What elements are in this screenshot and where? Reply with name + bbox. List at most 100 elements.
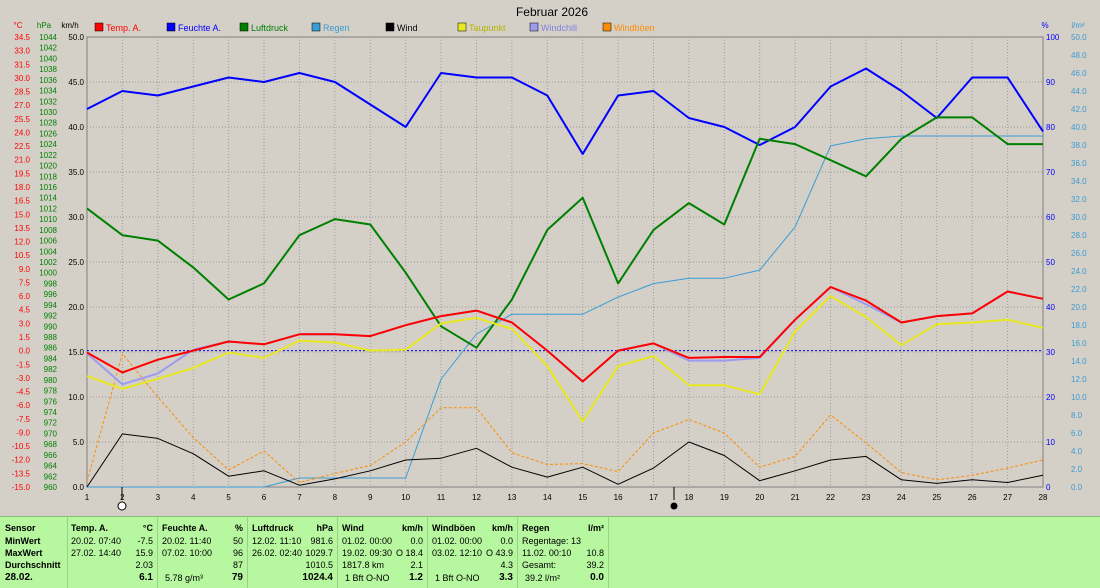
legend-label: Feuchte A. [178,23,221,33]
humidity-tick-label: 60 [1046,213,1055,222]
rain-tick-label: 18.0 [1071,321,1087,330]
x-tick-label: 22 [826,493,835,502]
humidity-tick-label: 80 [1046,123,1055,132]
legend-label: Windböen [614,23,655,33]
row-label-day: 28.02. [5,572,33,583]
rain-tick-label: 46.0 [1071,69,1087,78]
x-tick-label: 10 [401,493,410,502]
gust-max-value: O 43.9 [485,548,513,558]
temp-min-value: -7.5 [137,536,153,546]
temp-tick-label: 19.5 [14,169,30,178]
pressure-tick-label: 996 [44,290,58,299]
x-tick-label: 25 [932,493,941,502]
wind-max-time: 19.02. 09:30 [342,548,393,558]
humidity-stats-unit: % [234,523,243,533]
temp-tick-label: 10.5 [14,251,30,260]
humidity-unit: % [1041,21,1048,30]
temp-tick-label: -1.5 [16,360,30,369]
pressure-tick-label: 984 [44,354,58,363]
wind-stats-unit: km/h [401,523,423,533]
rain-tick-label: 42.0 [1071,105,1087,114]
wind-tick-label: 45.0 [68,78,84,87]
x-tick-label: 11 [437,493,446,502]
series-line-wind [86,433,1044,488]
humidity-day-value: 79 [231,572,243,583]
humidity-tick-label: 0 [1046,483,1051,492]
moon-markers [117,487,678,511]
pressure-tick-label: 1024 [39,140,57,149]
humidity-tick-label: 70 [1046,168,1055,177]
stats-wind-column: Wind km/h 01.02. 00:00 0.0 19.02. 09:30 O 1… [337,517,428,588]
legend-swatch [602,22,612,32]
x-tick-label: 5 [226,493,231,502]
wind-tick-label: 0.0 [73,483,85,492]
pressure-tick-label: 968 [44,440,58,449]
wind-day-bft: 1 Bft O-NO [345,573,390,583]
pressure-tick-label: 992 [44,312,58,321]
pressure-stats-header: Luftdruck [252,523,294,533]
humidity-tick-label: 90 [1046,78,1055,87]
gust-min-time: 01.02. 00:00 [432,536,483,546]
x-tick-label: 19 [720,493,729,502]
rain-tick-label: 38.0 [1071,141,1087,150]
x-tick-label: 17 [649,493,658,502]
wind-tick-label: 10.0 [68,393,84,402]
humidity-min-value: 50 [232,536,243,546]
temp-tick-label: -15.0 [12,483,31,492]
x-tick-label: 12 [472,493,481,502]
x-tick-label: 3 [156,493,161,502]
x-tick-label: 28 [1039,493,1048,502]
rain-unit: l/m² [1071,21,1085,30]
legend: Temp. A. Feuchte A. Luftdruck Regen Wind Taup… [94,22,655,33]
series-lines [86,67,1044,488]
temp-max-time: 27.02. 14:40 [71,548,122,558]
pressure-tick-label: 964 [44,462,58,471]
legend-label: Wind [397,23,418,33]
temp-tick-label: 16.5 [14,197,30,206]
rain-tick-label: 34.0 [1071,177,1087,186]
pressure-max-time: 26.02. 02:40 [252,548,303,558]
temp-tick-label: -7.5 [16,415,30,424]
wind-unit: km/h [61,21,78,30]
x-tick-label: 8 [333,493,338,502]
wind-max-value: O 18.4 [395,548,423,558]
pressure-tick-label: 1026 [39,129,57,138]
pressure-tick-label: 986 [44,344,58,353]
rain-tick-label: 30.0 [1071,213,1087,222]
temp-tick-label: 34.5 [14,33,30,42]
x-tick-label: 4 [191,493,196,502]
temp-tick-label: 22.5 [14,142,30,151]
rain-tick-label: 8.0 [1071,411,1083,420]
pressure-tick-label: 988 [44,333,58,342]
pressure-tick-label: 1000 [39,269,57,278]
temp-tick-label: -4.5 [16,388,30,397]
pressure-tick-label: 1002 [39,258,57,267]
pressure-tick-label: 1008 [39,226,57,235]
humidity-tick-label: 40 [1046,303,1055,312]
wind-min-value: 0.0 [410,536,423,546]
pressure-tick-label: 1038 [39,65,57,74]
x-tick-label: 18 [684,493,693,502]
pressure-tick-label: 966 [44,451,58,460]
series-line-feuchte-a [86,67,1044,155]
temp-avg-value: 2.03 [135,560,153,570]
legend-label: Luftdruck [251,23,289,33]
pressure-tick-label: 1006 [39,237,57,246]
temp-min-time: 20.02. 07:40 [71,536,122,546]
temp-stats-header: Temp. A. [71,523,109,533]
temp-tick-label: 15.0 [14,210,30,219]
temp-tick-label: 6.0 [19,292,31,301]
full-moon-icon [117,501,127,511]
pressure-tick-label: 1042 [39,44,57,53]
pressure-tick-label: 960 [44,483,58,492]
stats-humidity-column: Feuchte A.% 20.02. 11:40 50 07.02. 10:00 9… [157,517,248,588]
temp-max-value: 15.9 [135,548,153,558]
row-label-max: MaxWert [5,548,43,558]
rain-tick-label: 50.0 [1071,33,1087,42]
stats-pressure-column: Luftdruck hPa 12.02. 11:10 981.6 26.02. 02… [247,517,338,588]
pressure-tick-label: 998 [44,279,58,288]
stats-rain-column: Regen l/m² Regentage: 13 11.02. 00:10 10.8… [517,517,609,588]
pressure-tick-label: 1044 [39,33,57,42]
temp-unit: °C [14,21,23,30]
x-tick-label: 24 [897,493,906,502]
